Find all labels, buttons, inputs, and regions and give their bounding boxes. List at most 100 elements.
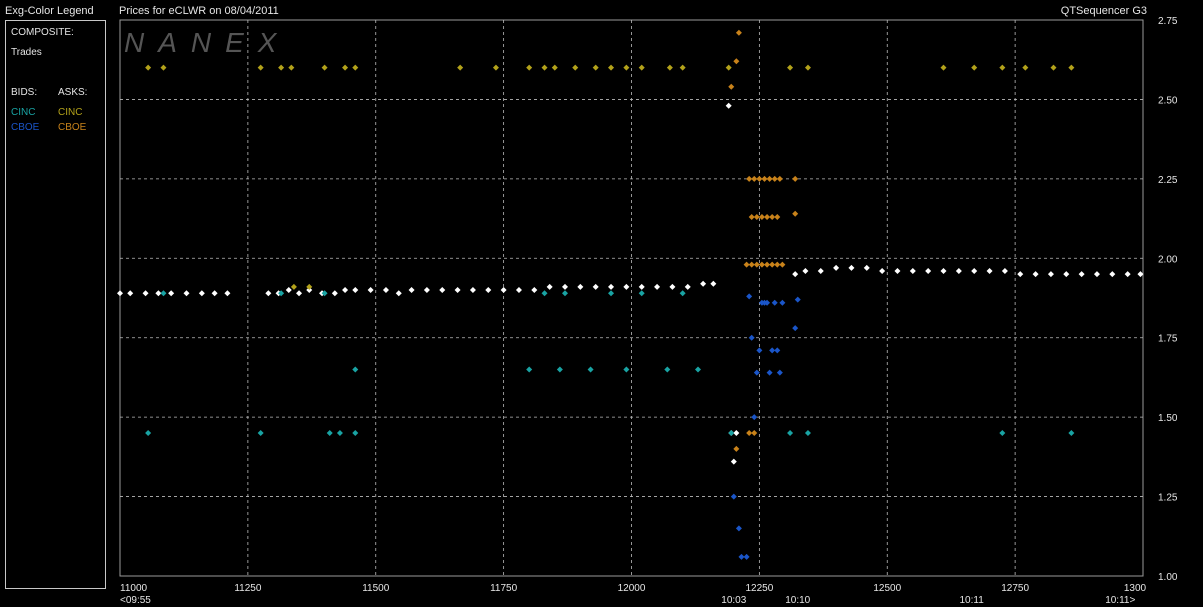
time-label: 10:10 bbox=[785, 595, 810, 606]
bid-cinc-point bbox=[728, 430, 735, 437]
ask-cboe-point bbox=[753, 261, 760, 268]
trades-point bbox=[127, 290, 134, 297]
bid-cboe-point bbox=[753, 369, 760, 376]
ask-cboe-point bbox=[746, 430, 753, 437]
trades-point bbox=[306, 287, 313, 294]
bid-cinc-point bbox=[664, 366, 671, 373]
ask-cinc-point bbox=[572, 64, 579, 71]
bid-cboe-point bbox=[792, 325, 799, 332]
trades-point bbox=[684, 283, 691, 290]
ask-cinc-point bbox=[804, 64, 811, 71]
trades-point bbox=[296, 290, 303, 297]
bid-cinc-point bbox=[694, 366, 701, 373]
ask-cboe-point bbox=[758, 261, 765, 268]
composite-label: COMPOSITE: bbox=[11, 27, 74, 38]
trades-point bbox=[833, 264, 840, 271]
ask-cinc-point bbox=[278, 64, 285, 71]
trades-point bbox=[1078, 271, 1085, 278]
ask-cinc-point bbox=[288, 64, 295, 71]
ask-cinc-point bbox=[623, 64, 630, 71]
trades-point bbox=[395, 290, 402, 297]
time-label: 10:11 bbox=[959, 595, 984, 606]
bid-cboe-point bbox=[794, 296, 801, 303]
bid-cinc-point bbox=[787, 430, 794, 437]
ask-cinc-point bbox=[492, 64, 499, 71]
bid-cboe-point bbox=[738, 553, 745, 560]
ask-cboe-point bbox=[751, 175, 758, 182]
trades-point bbox=[725, 102, 732, 109]
trades-point bbox=[971, 267, 978, 274]
ask-cinc-point bbox=[257, 64, 264, 71]
trades-point bbox=[940, 267, 947, 274]
bid-cboe-label: CBOE bbox=[11, 122, 40, 133]
y-tick-label: 2.75 bbox=[1158, 16, 1178, 27]
trades-point bbox=[909, 267, 916, 274]
trades-point bbox=[224, 290, 231, 297]
trades-point bbox=[454, 287, 461, 294]
bid-cboe-point bbox=[756, 347, 763, 354]
y-tick-label: 2.50 bbox=[1158, 95, 1178, 106]
trades-point bbox=[546, 283, 553, 290]
trades-point bbox=[802, 267, 809, 274]
trades-point bbox=[623, 283, 630, 290]
y-tick-label: 1.00 bbox=[1158, 572, 1178, 583]
time-label: 10:11> bbox=[1105, 595, 1135, 606]
bid-cinc-point bbox=[804, 430, 811, 437]
trades-point bbox=[894, 267, 901, 274]
x-tick-label: 11750 bbox=[490, 583, 518, 594]
bid-cinc-point bbox=[556, 366, 563, 373]
bids-label: BIDS: bbox=[11, 87, 38, 98]
bid-cboe-point bbox=[751, 414, 758, 421]
ask-cinc-point bbox=[1022, 64, 1029, 71]
trades-point bbox=[1001, 267, 1008, 274]
ask-cinc-point bbox=[290, 283, 297, 290]
x-tick-label: 12500 bbox=[873, 583, 901, 594]
ask-cinc-point bbox=[787, 64, 794, 71]
trades-point bbox=[168, 290, 175, 297]
trades-point bbox=[879, 267, 886, 274]
trades-point bbox=[792, 271, 799, 278]
trades-point bbox=[265, 290, 272, 297]
ask-cinc-point bbox=[145, 64, 152, 71]
trades-point bbox=[155, 290, 162, 297]
trades-point bbox=[669, 283, 676, 290]
bid-cboe-point bbox=[730, 493, 737, 500]
ask-cinc-label: CINC bbox=[58, 107, 83, 118]
ask-cinc-point bbox=[526, 64, 533, 71]
ask-cinc-point bbox=[679, 64, 686, 71]
trades-point bbox=[198, 290, 205, 297]
bid-cinc-point bbox=[336, 430, 343, 437]
app-name: QTSequencer G3 bbox=[1060, 5, 1147, 17]
trades-point bbox=[183, 290, 190, 297]
bid-cinc-point bbox=[999, 430, 1006, 437]
trades-point bbox=[515, 287, 522, 294]
y-tick-label: 1.25 bbox=[1158, 493, 1178, 504]
ask-cinc-point bbox=[551, 64, 558, 71]
title-bar: Exg-Color Legend Prices for eCLWR on 08/… bbox=[0, 0, 1203, 20]
trades-point bbox=[285, 287, 292, 294]
bid-cinc-point bbox=[145, 430, 152, 437]
bid-cinc-point bbox=[623, 366, 630, 373]
chart-title: Prices for eCLWR on 08/04/2011 bbox=[119, 5, 279, 17]
time-label: 10:03 bbox=[721, 595, 746, 606]
ask-cboe-point bbox=[776, 175, 783, 182]
ask-cboe-point bbox=[753, 213, 760, 220]
trades-point bbox=[577, 283, 584, 290]
ask-cboe-point bbox=[769, 261, 776, 268]
ask-cboe-point bbox=[751, 430, 758, 437]
ask-cboe-point bbox=[746, 175, 753, 182]
ask-cboe-point bbox=[748, 213, 755, 220]
y-tick-label: 1.50 bbox=[1158, 413, 1178, 424]
y-tick-label: 2.00 bbox=[1158, 254, 1178, 265]
bid-cboe-point bbox=[771, 299, 778, 306]
legend-title: Exg-Color Legend bbox=[5, 5, 94, 17]
trades-point bbox=[423, 287, 430, 294]
bid-cinc-point bbox=[352, 430, 359, 437]
ask-cinc-point bbox=[1068, 64, 1075, 71]
ask-cboe-point bbox=[779, 261, 786, 268]
trades-point bbox=[500, 287, 507, 294]
ask-cboe-point bbox=[735, 29, 742, 36]
trades-point bbox=[1063, 271, 1070, 278]
bid-cboe-point bbox=[766, 369, 773, 376]
